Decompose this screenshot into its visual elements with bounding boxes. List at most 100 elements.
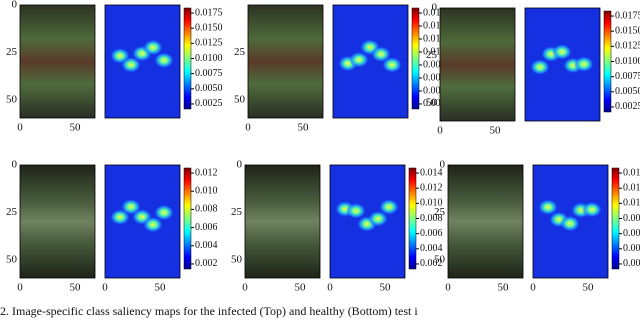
y-tick-label: 50 [434,253,446,265]
colorbar [603,10,612,113]
image-frame [19,164,96,279]
colorbar-tick-label: 0.010 [423,46,446,57]
caption: 2. Image-specific class saliency maps fo… [0,304,418,318]
colorbar-tick-label: 0.014 [623,167,640,178]
colorbar [411,7,420,110]
colorbar-tick-label: 0.0175 [615,10,640,21]
x-tick-label: 0 [17,122,23,134]
heatmap-hotspot [560,215,580,232]
y-tick-label: 50 [6,93,18,105]
x-tick-label: 0 [437,125,443,137]
colorbar-tick-label: 0.012 [195,167,218,178]
y-tick-label: 25 [434,206,446,218]
y-tick-label: 25 [231,206,243,218]
colorbar-tick-label: 0.012 [423,33,446,44]
heatmap-hotspot [552,43,572,60]
leaf-image [248,5,323,118]
colorbar-tick-label: 0.002 [195,258,218,269]
heatmap-hotspot [121,56,141,73]
x-tick-label: 0 [17,282,23,294]
y-tick-label: 25 [6,206,18,218]
colorbar-tick-label: 0.008 [195,204,218,215]
heatmap-hotspot [346,202,366,219]
colorbar-tick-label: 0.004 [420,243,443,254]
colorbar-tick-label: 0.004 [195,240,218,251]
leaf-image [440,8,515,121]
y-tick-label: 25 [426,49,438,61]
x-tick-label: 50 [155,282,167,294]
heatmap-hotspot [382,56,402,73]
heatmap-hotspot [349,51,369,68]
leaf-image [448,165,523,278]
colorbar-tick-label: 0.012 [623,182,640,193]
leaf-image [245,165,320,278]
image-frame [244,164,321,279]
x-tick-label: 50 [490,125,502,137]
colorbar-tick-label: 0.006 [623,228,640,239]
heatmap-frame [532,164,609,279]
colorbar-tick-label: 0.0100 [615,56,640,67]
colorbar-tick-label: 0.002 [623,258,640,269]
heatmap-hotspot [143,39,163,56]
colorbar-tick-label: 0.0025 [195,98,223,109]
y-tick-label: 25 [6,46,18,58]
leaf-image [20,165,95,278]
image-frame [247,4,324,119]
colorbar-tick-label: 0.0050 [615,86,640,97]
colorbar-tick-label: 0.004 [423,85,446,96]
heatmap-frame [329,164,406,279]
colorbar-tick-label: 0.016 [423,7,446,18]
heatmap-hotspot [371,46,391,63]
colorbar-tick-label: 0.006 [423,72,446,83]
colorbar-tick-label: 0.010 [420,198,443,209]
x-tick-label: 0 [245,122,251,134]
heatmap-hotspot [530,59,550,76]
colorbar-tick-label: 0.0150 [195,22,223,33]
colorbar-tick-label: 0.006 [195,222,218,233]
y-tick-label: 0 [440,159,446,171]
heatmap-frame [104,4,181,119]
y-tick-label: 50 [6,253,18,265]
y-tick-label: 50 [426,96,438,108]
colorbar-tick-label: 0.0125 [615,41,640,52]
heatmap-hotspot [154,52,174,69]
heatmap-hotspot [379,198,399,215]
heatmap-hotspot [574,56,594,73]
x-tick-label: 0 [327,282,333,294]
colorbar-tick-label: 0.002 [423,98,446,109]
y-tick-label: 0 [432,2,438,14]
colorbar-tick-label: 0.006 [420,228,443,239]
heatmap-frame [332,4,409,119]
x-tick-label: 0 [242,282,248,294]
colorbar-tick-label: 0.008 [423,59,446,70]
x-tick-label: 50 [498,282,510,294]
y-tick-label: 0 [12,159,18,171]
colorbar [611,167,620,270]
heatmap-frame [524,7,601,122]
heatmap-hotspot [368,210,388,227]
image-frame [447,164,524,279]
colorbar-tick-label: 0.0050 [195,83,223,94]
colorbar [183,167,192,270]
colorbar-tick-label: 0.002 [420,258,443,269]
heatmap-hotspot [154,204,174,221]
image-frame [19,4,96,119]
image-frame [439,7,516,122]
x-tick-label: 0 [445,282,451,294]
y-tick-label: 0 [12,0,18,11]
y-tick-label: 50 [231,253,243,265]
colorbar-tick-label: 0.0150 [615,25,640,36]
colorbar-tick-label: 0.0025 [615,101,640,112]
leaf-image [20,5,95,118]
x-tick-label: 50 [70,122,82,134]
x-tick-label: 50 [295,282,307,294]
heatmap-hotspot [143,216,163,233]
x-tick-label: 50 [380,282,392,294]
colorbar [183,7,192,110]
colorbar-tick-label: 0.0075 [195,68,223,79]
colorbar-tick-label: 0.0100 [195,53,223,64]
y-tick-label: 25 [234,46,246,58]
colorbar-tick-label: 0.014 [420,167,443,178]
colorbar-tick-label: 0.0125 [195,38,223,49]
colorbar-tick-label: 0.014 [423,20,446,31]
